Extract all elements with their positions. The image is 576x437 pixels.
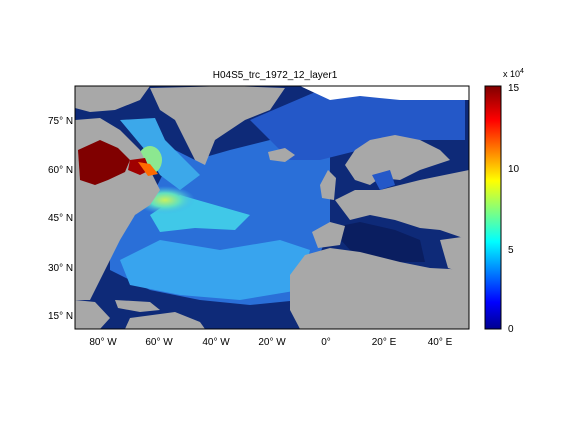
ocean-subtropical-field xyxy=(120,240,310,300)
lon-tick-20w: 20° W xyxy=(258,337,286,348)
lat-tick-30: 30° N xyxy=(48,263,74,274)
lon-tick-60w: 60° W xyxy=(145,337,173,348)
lat-tick-45: 45° N xyxy=(48,213,74,224)
land-caribbean xyxy=(115,300,160,312)
colorbar xyxy=(484,85,502,330)
map-field xyxy=(75,86,469,329)
land-central-america xyxy=(75,300,110,329)
colorbar-exponent: x 104 xyxy=(503,68,524,79)
land-arctic-islands xyxy=(75,86,150,112)
lon-tick-20e: 20° E xyxy=(371,337,397,348)
missing-baltic xyxy=(372,170,395,190)
colorbar-tick-15: 15 xyxy=(508,83,520,94)
land-britain xyxy=(320,170,336,200)
colorbar-tick-5: 5 xyxy=(508,245,514,256)
ocean-mediterranean-field xyxy=(330,222,425,262)
lon-tick-40w: 40° W xyxy=(202,337,230,348)
lat-tick-60: 60° N xyxy=(48,165,74,176)
colorbar-tick-0: 0 xyxy=(508,324,514,335)
land-greenland xyxy=(150,86,285,165)
land-south-america xyxy=(125,312,205,329)
colorbar-tick-10: 10 xyxy=(508,164,520,175)
field-hudson-high xyxy=(78,140,130,185)
land-middle-east xyxy=(440,236,469,275)
field-hudson-strait xyxy=(138,162,158,176)
lat-tick-15: 15° N xyxy=(48,311,74,322)
land-europe xyxy=(335,170,469,240)
missing-arctic xyxy=(300,86,469,100)
land-scandinavia xyxy=(345,135,450,185)
lat-tick-75: 75° N xyxy=(48,116,74,127)
lon-tick-0: 0° xyxy=(321,337,331,348)
land-iberia xyxy=(312,222,345,248)
ocean-nordic-field xyxy=(250,90,465,160)
map-title: H04S5_trc_1972_12_layer1 xyxy=(212,70,338,81)
lon-tick-80w: 80° W xyxy=(89,337,117,348)
land-iceland xyxy=(268,148,295,162)
lon-tick-40e: 40° E xyxy=(427,337,453,348)
map-frame xyxy=(74,85,470,330)
land-africa xyxy=(290,248,469,329)
